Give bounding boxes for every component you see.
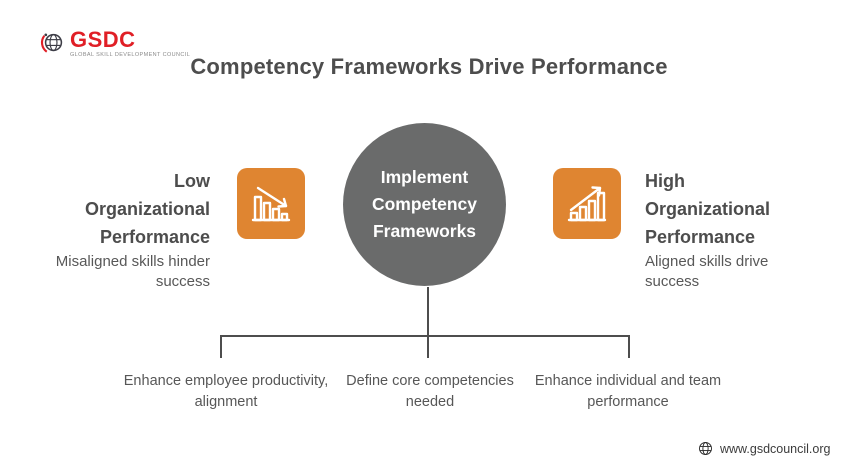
connector-drop-right	[628, 335, 630, 358]
footer: www.gsdcouncil.org	[698, 441, 830, 456]
outcome-label-performance: Enhance individual and team performance	[534, 373, 722, 410]
rising-bar-chart-icon	[567, 185, 607, 221]
connector-stem	[427, 287, 429, 358]
connector-drop-left	[220, 335, 222, 358]
website-globe-icon	[699, 442, 712, 455]
central-node: Implement Competency Frameworks	[343, 123, 506, 286]
outcome-label-competencies: Define core competencies needed	[346, 373, 514, 410]
gsdc-logo: GSDC GLOBAL SKILL DEVELOPMENT COUNCIL	[40, 28, 190, 58]
connector-branch-bar	[220, 335, 630, 337]
website-link[interactable]: www.gsdcouncil.org	[720, 441, 831, 456]
low-performance-icon-tile	[237, 168, 305, 239]
page-title: Competency Frameworks Drive Performance	[190, 54, 668, 79]
high-performance-icon-tile	[553, 168, 621, 239]
outcome-label-productivity: Enhance employee productivity, alignment	[123, 373, 329, 410]
central-node-label: Implement Competency Frameworks	[371, 167, 478, 241]
logo-tagline: GLOBAL SKILL DEVELOPMENT COUNCIL	[70, 52, 191, 58]
low-performance-description: Misaligned skills hinder success	[55, 253, 210, 290]
high-performance-heading: High Organizational Performance	[645, 171, 771, 247]
logo-wordmark: GSDC	[70, 27, 136, 52]
globe-icon	[40, 33, 63, 53]
low-performance-heading: Low Organizational Performance	[84, 171, 210, 247]
high-performance-description: Aligned skills drive success	[645, 253, 769, 290]
declining-bar-chart-icon	[251, 186, 291, 221]
